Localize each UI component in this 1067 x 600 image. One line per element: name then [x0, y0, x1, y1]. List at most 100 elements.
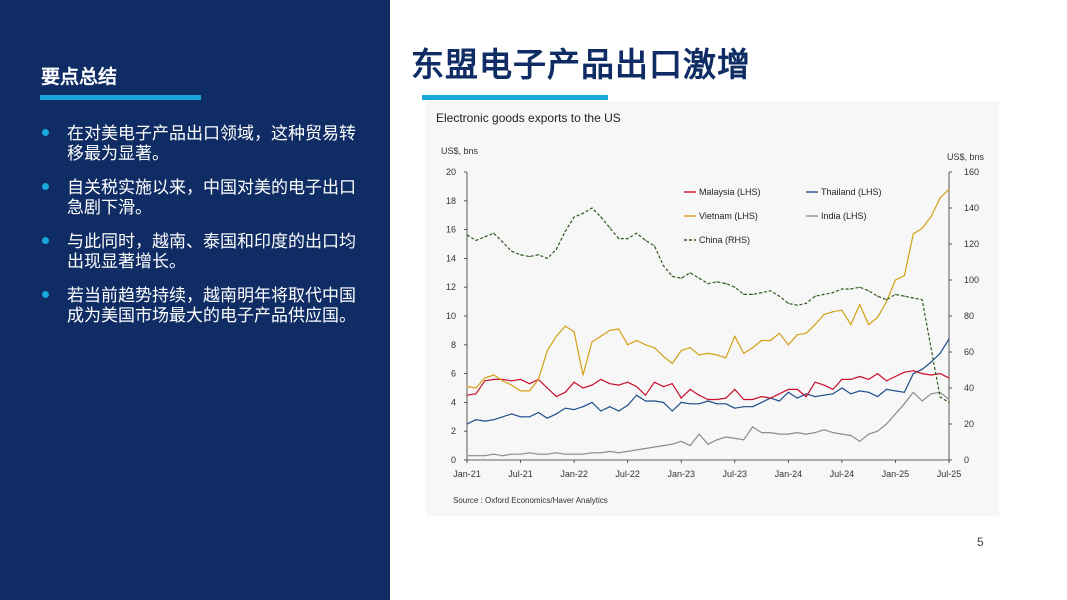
data-point-malaysia	[636, 386, 638, 388]
sidebar-title-underline	[40, 95, 201, 100]
data-point-china	[662, 265, 664, 267]
data-point-thailand	[805, 393, 807, 395]
data-point-vietnam	[582, 374, 584, 376]
data-point-china	[671, 275, 673, 277]
data-point-india	[636, 449, 638, 451]
data-point-thailand	[466, 423, 468, 425]
page-title: 东盟电子产品出口激增	[411, 45, 751, 84]
key-point-item: 与此同时，越南、泰国和印度的出口均出现显著增长。	[42, 232, 362, 272]
data-point-china	[555, 248, 557, 250]
data-point-malaysia	[868, 378, 870, 380]
data-point-china	[805, 302, 807, 304]
y-axis-left-label: US$, bns	[441, 146, 479, 156]
y-right-tick-label: 80	[964, 311, 974, 321]
data-point-china	[644, 239, 647, 241]
data-point-china	[466, 234, 468, 236]
data-point-china	[778, 295, 780, 297]
data-point-vietnam	[894, 279, 896, 281]
data-point-india	[912, 391, 914, 393]
data-point-vietnam	[841, 309, 843, 311]
data-point-india	[591, 452, 593, 454]
data-point-thailand	[564, 407, 566, 409]
data-point-india	[520, 453, 522, 455]
data-point-thailand	[752, 406, 754, 408]
data-point-malaysia	[743, 398, 745, 401]
data-point-vietnam	[948, 188, 950, 190]
data-point-china	[743, 293, 745, 295]
y-left-tick-label: 18	[446, 196, 456, 206]
data-point-thailand	[877, 396, 879, 398]
data-point-malaysia	[752, 398, 754, 401]
data-point-malaysia	[716, 398, 718, 401]
data-point-malaysia	[564, 391, 566, 393]
data-point-vietnam	[600, 335, 602, 337]
data-point-thailand	[787, 391, 789, 393]
data-point-thailand	[850, 393, 852, 395]
data-point-china	[653, 245, 655, 247]
chart-panel: Electronic goods exports to the US US$, …	[426, 101, 999, 516]
data-point-china	[546, 257, 548, 259]
data-point-india	[475, 455, 477, 457]
data-point-malaysia	[948, 377, 950, 379]
data-point-india	[769, 432, 772, 434]
x-tick-label: Jan-21	[453, 469, 481, 479]
data-point-india	[698, 433, 700, 435]
data-point-thailand	[618, 410, 620, 412]
data-point-india	[903, 403, 905, 405]
data-point-thailand	[636, 394, 638, 396]
data-point-thailand	[912, 373, 914, 375]
data-point-china	[761, 292, 763, 294]
data-point-malaysia	[832, 388, 834, 390]
data-point-india	[537, 453, 539, 455]
key-point-item: 自关税实施以来，中国对美的电子出口急剧下滑。	[42, 178, 362, 218]
bullet-dot-icon	[42, 237, 49, 244]
data-point-china	[484, 236, 486, 238]
data-point-vietnam	[761, 339, 763, 342]
data-point-thailand	[475, 419, 477, 421]
data-point-thailand	[832, 393, 834, 395]
data-point-india	[948, 398, 950, 401]
data-point-india	[805, 433, 807, 435]
data-point-china	[877, 295, 879, 297]
data-point-malaysia	[796, 388, 798, 390]
data-point-malaysia	[877, 373, 879, 375]
data-point-thailand	[930, 361, 932, 363]
data-point-china	[823, 293, 825, 295]
data-point-china	[689, 272, 691, 274]
data-point-india	[725, 436, 727, 438]
data-point-china	[903, 295, 905, 297]
data-point-vietnam	[627, 344, 629, 346]
data-point-thailand	[644, 400, 647, 402]
data-point-vietnam	[546, 350, 548, 352]
data-point-china	[511, 250, 513, 252]
data-point-vietnam	[778, 332, 780, 334]
data-point-malaysia	[823, 384, 825, 386]
data-point-malaysia	[841, 378, 843, 380]
data-point-china	[707, 283, 709, 285]
data-point-india	[564, 453, 566, 455]
y-right-tick-label: 0	[964, 455, 969, 465]
data-point-thailand	[707, 400, 709, 402]
data-point-china	[591, 207, 593, 209]
data-point-malaysia	[885, 380, 888, 382]
data-point-thailand	[859, 390, 861, 392]
data-point-malaysia	[707, 398, 709, 401]
data-point-vietnam	[850, 324, 852, 326]
data-point-malaysia	[698, 394, 700, 396]
data-point-china	[921, 299, 923, 301]
data-point-thailand	[662, 401, 664, 403]
chart-legend: Malaysia (LHS) Thailand (LHS) Vietnam (LHS…	[684, 187, 882, 245]
data-point-china	[698, 277, 700, 279]
data-point-malaysia	[555, 396, 557, 398]
data-point-china	[502, 241, 504, 243]
y-left-tick-label: 4	[451, 397, 456, 407]
data-point-thailand	[520, 416, 522, 418]
data-point-vietnam	[644, 344, 647, 346]
data-point-vietnam	[618, 328, 620, 330]
x-tick-label: Jul-24	[830, 469, 855, 479]
bullet-dot-icon	[42, 183, 49, 190]
x-tick-label: Jan-23	[667, 469, 695, 479]
data-point-india	[511, 453, 513, 455]
data-point-thailand	[484, 420, 486, 422]
y-left-tick-label: 20	[446, 167, 456, 177]
